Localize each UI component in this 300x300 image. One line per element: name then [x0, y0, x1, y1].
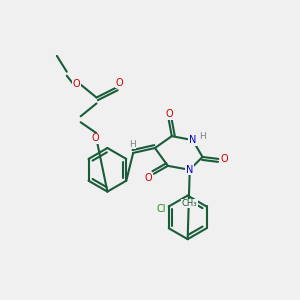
- Text: O: O: [220, 154, 228, 164]
- Text: Cl: Cl: [156, 204, 166, 214]
- Text: CH₃: CH₃: [182, 199, 197, 208]
- Text: O: O: [144, 173, 152, 183]
- Text: N: N: [186, 165, 193, 175]
- Text: O: O: [116, 78, 123, 88]
- Text: O: O: [165, 109, 172, 119]
- Text: O: O: [73, 79, 80, 88]
- Text: H: H: [129, 140, 136, 148]
- Text: O: O: [92, 133, 99, 143]
- Text: H: H: [199, 132, 206, 141]
- Text: N: N: [189, 135, 196, 145]
